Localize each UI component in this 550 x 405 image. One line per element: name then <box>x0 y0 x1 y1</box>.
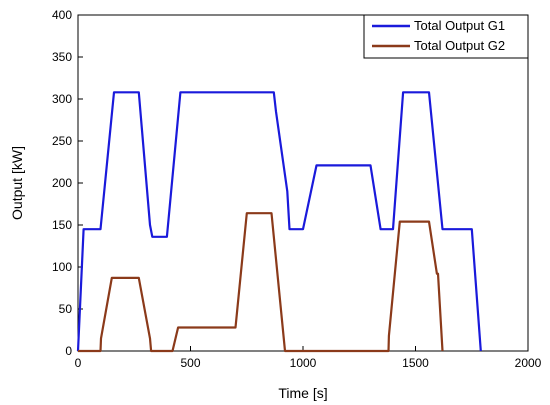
legend-label-g2: Total Output G2 <box>414 38 505 53</box>
y-tick-label: 0 <box>65 344 72 358</box>
y-axis-title: Output [kW] <box>9 146 25 220</box>
legend-label-g1: Total Output G1 <box>414 18 505 33</box>
y-tick-label: 150 <box>52 218 72 232</box>
y-tick-label: 350 <box>52 50 72 64</box>
y-tick-label: 100 <box>52 260 72 274</box>
y-axis: 0 50 100 150 200 250 300 350 400 <box>52 8 83 358</box>
x-tick-label: 0 <box>75 356 82 370</box>
legend-box <box>363 14 529 59</box>
series-layer <box>76 91 482 353</box>
x-tick-label: 1000 <box>290 356 317 370</box>
x-axis: 0 500 1000 1500 2000 <box>75 346 542 370</box>
y-tick-label: 250 <box>52 134 72 148</box>
series-line-g2 <box>78 212 444 353</box>
y-tick-label: 200 <box>52 176 72 190</box>
legend: Total Output G1 Total Output G2 <box>363 14 529 59</box>
y-tick-label: 400 <box>52 8 72 22</box>
x-tick-label: 1500 <box>402 356 429 370</box>
x-axis-title: Time [s] <box>278 385 327 401</box>
series-line-g1 <box>76 91 482 352</box>
x-tick-label: 2000 <box>515 356 542 370</box>
y-tick-label: 50 <box>59 302 73 316</box>
x-tick-label: 500 <box>180 356 200 370</box>
y-tick-label: 300 <box>52 92 72 106</box>
